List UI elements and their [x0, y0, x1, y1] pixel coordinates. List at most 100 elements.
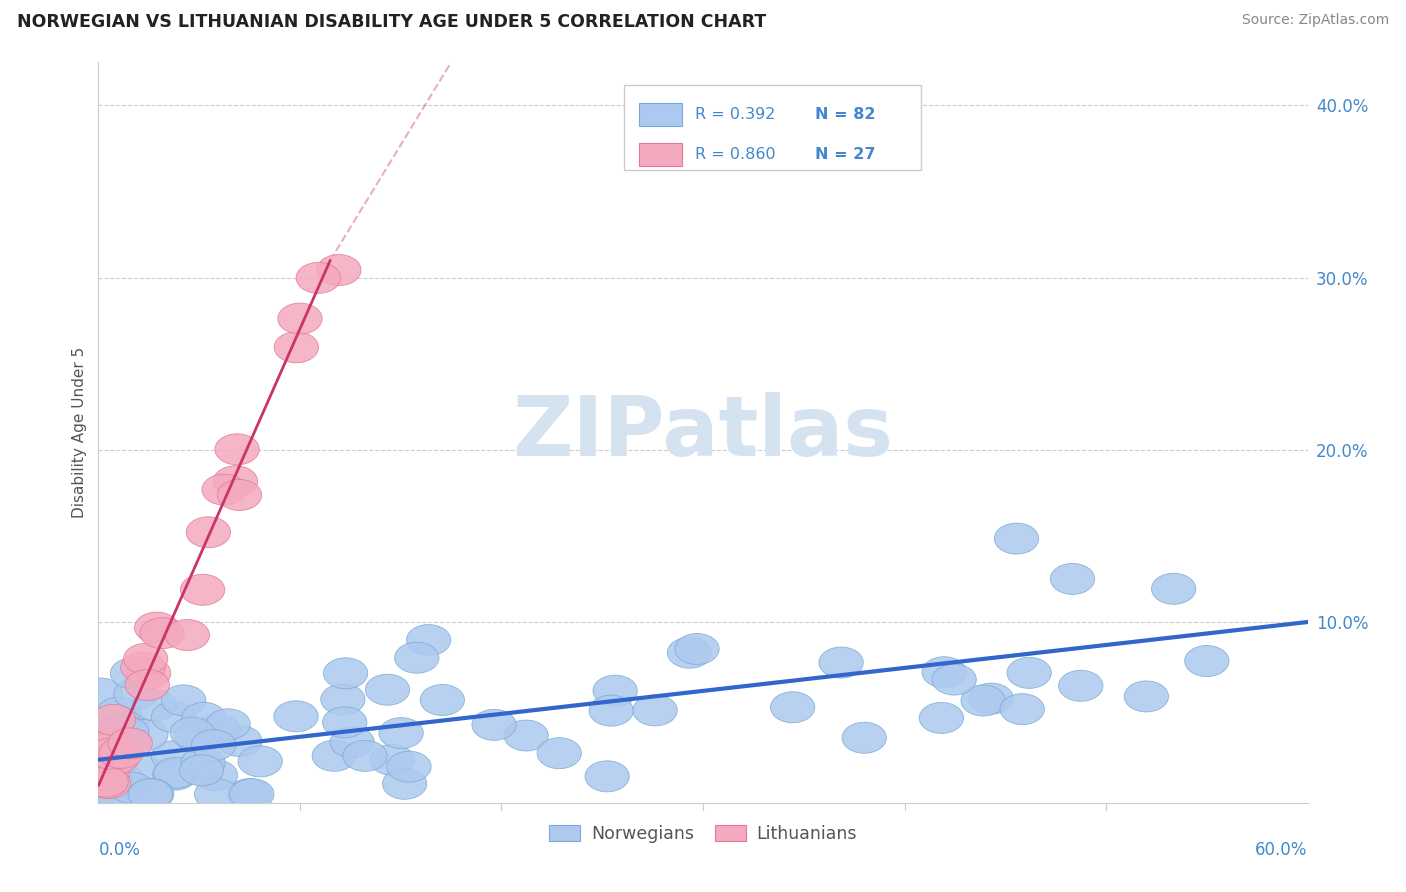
- Ellipse shape: [218, 480, 262, 510]
- Ellipse shape: [537, 738, 582, 769]
- Ellipse shape: [420, 684, 464, 715]
- Ellipse shape: [79, 779, 122, 810]
- Ellipse shape: [104, 717, 149, 747]
- Ellipse shape: [141, 617, 184, 648]
- Ellipse shape: [593, 675, 637, 706]
- Ellipse shape: [218, 725, 262, 756]
- Ellipse shape: [668, 637, 711, 668]
- Ellipse shape: [86, 760, 129, 791]
- Ellipse shape: [228, 779, 271, 810]
- Ellipse shape: [94, 743, 139, 773]
- Ellipse shape: [321, 684, 366, 714]
- Ellipse shape: [129, 779, 174, 810]
- Ellipse shape: [193, 760, 238, 791]
- Ellipse shape: [82, 734, 127, 765]
- Ellipse shape: [165, 620, 209, 650]
- Ellipse shape: [960, 685, 1005, 716]
- Ellipse shape: [920, 702, 963, 733]
- Ellipse shape: [297, 262, 340, 293]
- Ellipse shape: [100, 714, 145, 746]
- Ellipse shape: [503, 720, 548, 751]
- Text: 60.0%: 60.0%: [1256, 840, 1308, 859]
- Text: ZIPatlas: ZIPatlas: [513, 392, 893, 473]
- Ellipse shape: [110, 772, 153, 804]
- Ellipse shape: [229, 779, 274, 810]
- Ellipse shape: [153, 757, 198, 789]
- Ellipse shape: [132, 690, 177, 721]
- Ellipse shape: [214, 466, 257, 497]
- Ellipse shape: [202, 474, 246, 505]
- Ellipse shape: [98, 738, 143, 768]
- Ellipse shape: [316, 254, 361, 285]
- Ellipse shape: [205, 709, 250, 739]
- Ellipse shape: [238, 746, 283, 777]
- Ellipse shape: [121, 652, 165, 683]
- Ellipse shape: [124, 643, 167, 674]
- Ellipse shape: [922, 657, 966, 688]
- FancyBboxPatch shape: [638, 143, 682, 166]
- Text: 0.0%: 0.0%: [98, 840, 141, 859]
- Text: N = 27: N = 27: [815, 147, 876, 162]
- Ellipse shape: [108, 728, 152, 759]
- Ellipse shape: [994, 523, 1039, 554]
- Ellipse shape: [1000, 694, 1045, 724]
- Ellipse shape: [174, 722, 219, 752]
- Ellipse shape: [370, 744, 415, 775]
- Ellipse shape: [98, 733, 142, 764]
- Legend: Norwegians, Lithuanians: Norwegians, Lithuanians: [543, 818, 863, 850]
- Ellipse shape: [932, 664, 976, 695]
- Ellipse shape: [395, 642, 439, 673]
- Ellipse shape: [91, 731, 136, 763]
- Ellipse shape: [633, 695, 678, 726]
- Ellipse shape: [969, 683, 1014, 714]
- Ellipse shape: [90, 779, 134, 810]
- Ellipse shape: [162, 685, 205, 716]
- Ellipse shape: [152, 740, 195, 772]
- Ellipse shape: [195, 714, 240, 746]
- Ellipse shape: [110, 658, 155, 689]
- Text: R = 0.392: R = 0.392: [695, 107, 775, 122]
- Ellipse shape: [770, 692, 814, 723]
- Ellipse shape: [472, 709, 516, 740]
- Ellipse shape: [90, 729, 134, 759]
- Ellipse shape: [1050, 564, 1095, 594]
- Ellipse shape: [675, 633, 720, 665]
- Text: Source: ZipAtlas.com: Source: ZipAtlas.com: [1241, 13, 1389, 28]
- Ellipse shape: [1059, 670, 1102, 701]
- Text: N = 82: N = 82: [815, 107, 876, 122]
- Ellipse shape: [322, 706, 367, 738]
- Ellipse shape: [84, 766, 128, 797]
- Ellipse shape: [380, 717, 423, 748]
- Ellipse shape: [278, 303, 322, 334]
- Ellipse shape: [114, 678, 157, 709]
- Ellipse shape: [170, 717, 215, 748]
- Ellipse shape: [100, 764, 145, 795]
- Ellipse shape: [98, 779, 142, 810]
- Ellipse shape: [86, 767, 131, 798]
- Ellipse shape: [89, 739, 132, 769]
- FancyBboxPatch shape: [624, 85, 921, 169]
- Ellipse shape: [127, 657, 170, 689]
- Ellipse shape: [274, 701, 318, 731]
- Ellipse shape: [406, 624, 451, 656]
- Ellipse shape: [91, 779, 136, 810]
- Ellipse shape: [181, 747, 225, 779]
- Ellipse shape: [842, 723, 886, 753]
- Ellipse shape: [180, 574, 225, 606]
- Ellipse shape: [153, 759, 197, 790]
- Ellipse shape: [1152, 574, 1195, 604]
- Ellipse shape: [97, 697, 141, 728]
- Ellipse shape: [181, 702, 226, 733]
- Ellipse shape: [1007, 657, 1052, 689]
- Ellipse shape: [91, 705, 136, 736]
- Ellipse shape: [1125, 681, 1168, 712]
- Ellipse shape: [382, 768, 427, 799]
- Ellipse shape: [84, 728, 129, 759]
- Text: R = 0.860: R = 0.860: [695, 147, 775, 162]
- Ellipse shape: [1185, 646, 1229, 676]
- Ellipse shape: [152, 701, 195, 732]
- Ellipse shape: [818, 647, 863, 678]
- Ellipse shape: [186, 516, 231, 548]
- Ellipse shape: [128, 779, 173, 810]
- Ellipse shape: [79, 678, 122, 709]
